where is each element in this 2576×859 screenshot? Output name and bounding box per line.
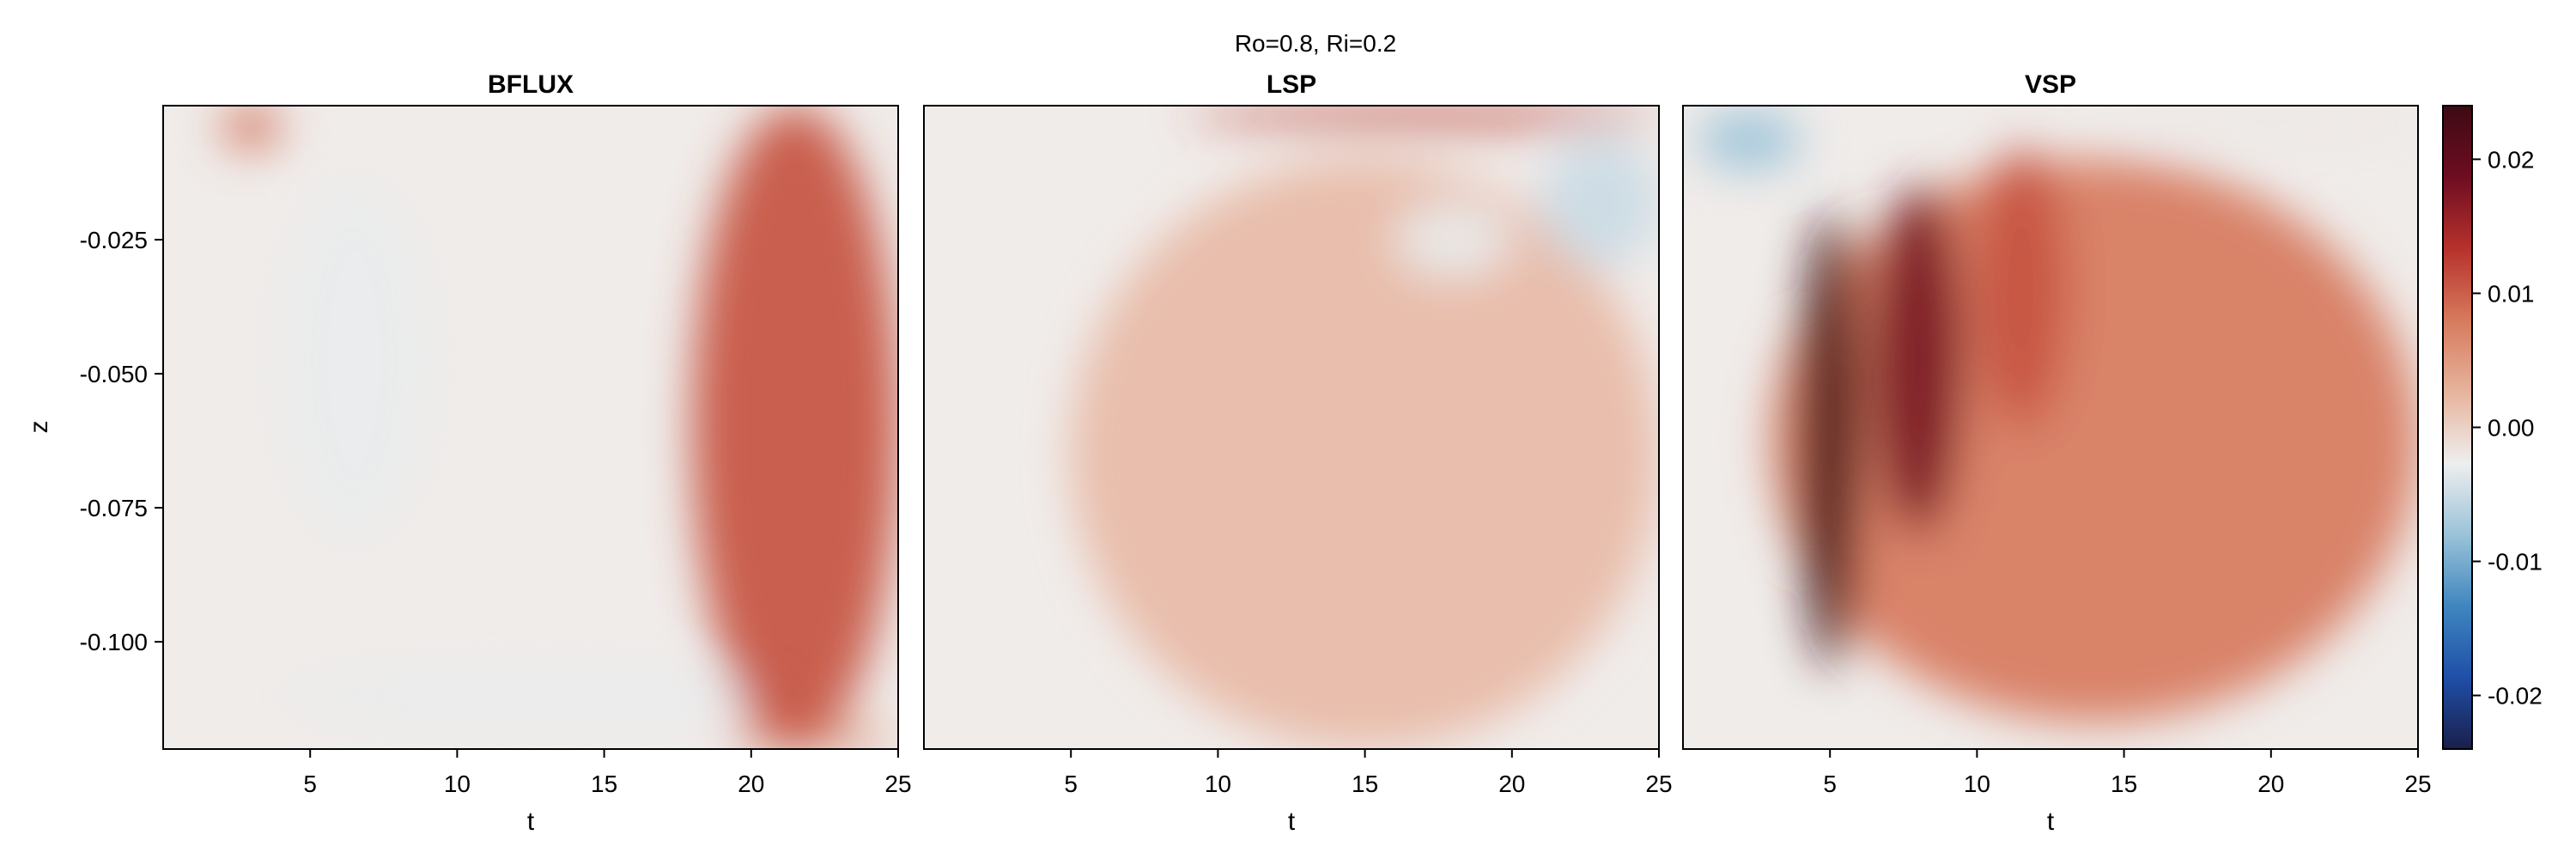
panel-title: VSP [2025,70,2076,99]
x-tick-label: 20 [738,771,764,797]
heatmap-feature-positive [222,106,281,149]
x-tick-label: 15 [2111,771,2137,797]
colorbar: 0.02 0.01 0.00 -0.01 -0.02 [2442,105,2543,750]
heatmap-feature-positive [1800,212,1860,669]
heatmap-feature-negative [2123,106,2418,138]
colorbar-tick-label: 0.01 [2488,280,2535,307]
y-tick-label: -0.050 [80,361,148,387]
x-tick-label: 25 [884,771,911,797]
x-tick-label: 20 [1498,771,1525,797]
colorbar-tick-label: 0.00 [2488,415,2535,442]
heatmap-feature-positive [1874,186,1963,535]
x-tick-label: 10 [1964,771,1990,797]
x-tick-label: 15 [1352,771,1378,797]
x-tick-label: 10 [444,771,471,797]
panel-frame [1682,105,2419,750]
x-tick-label: 15 [591,771,617,797]
x-tick-label: 5 [1823,771,1837,797]
x-tick-label: 25 [1645,771,1672,797]
y-axis-label: z [25,421,53,434]
x-axis-label: t [527,807,535,836]
panel-vsp: VSP 5 10 15 20 25 t [1682,70,2432,836]
panel-frame [162,105,899,750]
x-axis-label: t [2047,807,2055,836]
colorbar-tick-label: -0.02 [2488,683,2543,710]
heatmap-feature-positive [1977,148,2066,428]
heatmap-feature-positive [692,106,898,749]
colorbar-gradient [2442,105,2473,750]
heatmap-feature-positive [1188,106,1659,127]
colorbar-ticks: 0.02 0.01 0.00 -0.01 -0.02 [2472,146,2543,710]
panel-title: LSP [1267,70,1316,99]
y-tick-label: -0.100 [80,629,148,655]
y-tick-label: -0.075 [80,495,148,521]
heatmap-feature-negative [280,186,428,535]
heatmap-feature-negative [1698,111,1801,170]
y-tick-label: -0.025 [80,227,148,253]
panel-lsp: LSP 5 10 15 20 25 t [923,70,1673,836]
heatmap-feature-positive [1771,159,2418,722]
panel-title: BFLUX [488,70,574,99]
x-tick-label: 20 [2257,771,2284,797]
colorbar-tick-label: 0.02 [2488,146,2535,173]
x-tick-label: 5 [1064,771,1078,797]
x-tick-label: 10 [1205,771,1231,797]
x-tick-label: 25 [2404,771,2431,797]
colorbar-tick-label: -0.01 [2488,549,2543,576]
heatmap-feature-negative [280,668,811,722]
x-tick-label: 5 [303,771,317,797]
panel-frame [923,105,1660,750]
heatmap-feature-negative [1394,202,1512,277]
heatmap-feature-positive [1071,159,1659,749]
heatmap-feature-negative [1541,137,1659,267]
panels: BFLUX 5 10 15 20 25 t -0.025 -0.050 -0.075 -0.100 L… [80,70,2432,836]
x-axis-label: t [1288,807,1296,836]
figure-suptitle: Ro=0.8, Ri=0.2 [1235,30,1396,57]
panel-bflux: BFLUX 5 10 15 20 25 t -0.025 -0.050 -0.075 -0.100 [80,70,912,836]
